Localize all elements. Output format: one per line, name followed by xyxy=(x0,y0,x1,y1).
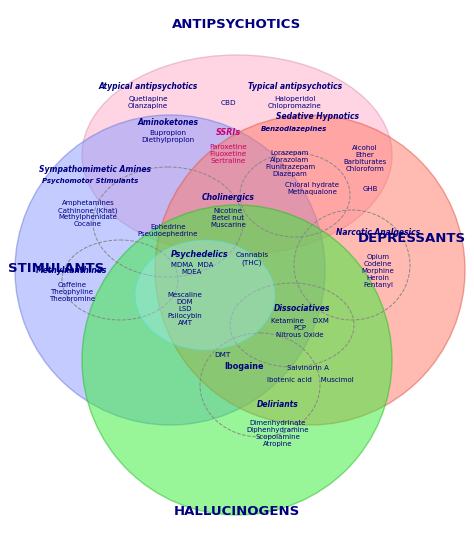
Text: Psychedelics: Psychedelics xyxy=(171,250,229,259)
Text: Ephedrine
Pseudoephedrine: Ephedrine Pseudoephedrine xyxy=(138,224,198,237)
Text: Sedative Hypnotics: Sedative Hypnotics xyxy=(276,112,359,121)
Text: HALLUCINOGENS: HALLUCINOGENS xyxy=(174,505,300,518)
Text: DMT: DMT xyxy=(214,352,230,358)
Text: Atypical antipsychotics: Atypical antipsychotics xyxy=(99,82,198,91)
Text: Dimenhydrinate
Diphenhydramine
Scopolamine
Atropine: Dimenhydrinate Diphenhydramine Scopolami… xyxy=(247,420,309,447)
Text: CBD: CBD xyxy=(220,100,236,106)
Text: Typical antipsychotics: Typical antipsychotics xyxy=(248,82,342,91)
Text: MDMA  MDA
MDEA: MDMA MDA MDEA xyxy=(171,262,213,275)
Text: Dissociatives: Dissociatives xyxy=(274,304,330,313)
Text: Salvinorin A: Salvinorin A xyxy=(287,365,329,371)
Text: Methylxanthines: Methylxanthines xyxy=(36,266,108,275)
Text: Amphetamines
Cathinone (Khat)
Methylphenidate
Cocaine: Amphetamines Cathinone (Khat) Methylphen… xyxy=(58,200,118,228)
Text: Ibogaine: Ibogaine xyxy=(224,362,264,371)
Text: Benzodiazepines: Benzodiazepines xyxy=(261,126,327,132)
Ellipse shape xyxy=(15,115,325,425)
Text: Haloperidol
Chlopromazine: Haloperidol Chlopromazine xyxy=(268,96,322,109)
Ellipse shape xyxy=(155,115,465,425)
Text: Deliriants: Deliriants xyxy=(257,400,299,409)
Text: Aminoketones: Aminoketones xyxy=(137,118,199,127)
Text: Chloral hydrate
Methaqualone: Chloral hydrate Methaqualone xyxy=(285,182,339,195)
Text: Mescaline
DOM
LSD
Psilocybin
AMT: Mescaline DOM LSD Psilocybin AMT xyxy=(168,292,202,326)
Text: STIMULANTS: STIMULANTS xyxy=(8,262,104,274)
Text: SSRIs: SSRIs xyxy=(216,128,241,137)
Text: Ketamine    DXM
PCP
Nitrous Oxide: Ketamine DXM PCP Nitrous Oxide xyxy=(271,318,329,338)
Text: Ibotenic acid    Muscimol: Ibotenic acid Muscimol xyxy=(266,377,354,383)
Text: Lorazepam
Alprazolam
Flunitrazepam
Diazepam: Lorazepam Alprazolam Flunitrazepam Diaze… xyxy=(265,150,315,177)
Text: Paroxetine
Fluoxetine
Sertraline: Paroxetine Fluoxetine Sertraline xyxy=(209,144,247,164)
Text: Nicotine
Betel nut
Muscarine: Nicotine Betel nut Muscarine xyxy=(210,208,246,228)
Text: Cannabis
(THC): Cannabis (THC) xyxy=(236,252,269,265)
Text: Quetiapine
Olanzapine: Quetiapine Olanzapine xyxy=(128,96,168,109)
Ellipse shape xyxy=(82,55,392,255)
Text: DEPRESSANTS: DEPRESSANTS xyxy=(358,231,466,245)
Text: Sympathomimetic Amines: Sympathomimetic Amines xyxy=(39,165,151,174)
Text: GHB: GHB xyxy=(362,186,378,192)
Text: Opium
Codeine
Morphine
Heroin
Fentanyl: Opium Codeine Morphine Heroin Fentanyl xyxy=(362,254,394,288)
Text: Alcohol
Ether
Barbiturates
Chloroform: Alcohol Ether Barbiturates Chloroform xyxy=(343,145,387,172)
Text: Psychomotor Stimulants: Psychomotor Stimulants xyxy=(42,178,138,184)
Text: Narcotic Analgesics: Narcotic Analgesics xyxy=(336,228,420,237)
Text: Caffeine
Theophyline
Theobromine: Caffeine Theophyline Theobromine xyxy=(49,282,95,302)
Text: Bupropion
Diethylpropion: Bupropion Diethylpropion xyxy=(141,130,194,143)
Text: Cholinergics: Cholinergics xyxy=(201,193,255,202)
Text: ANTIPSYCHOTICS: ANTIPSYCHOTICS xyxy=(173,18,301,31)
Ellipse shape xyxy=(82,205,392,515)
Ellipse shape xyxy=(135,240,275,350)
